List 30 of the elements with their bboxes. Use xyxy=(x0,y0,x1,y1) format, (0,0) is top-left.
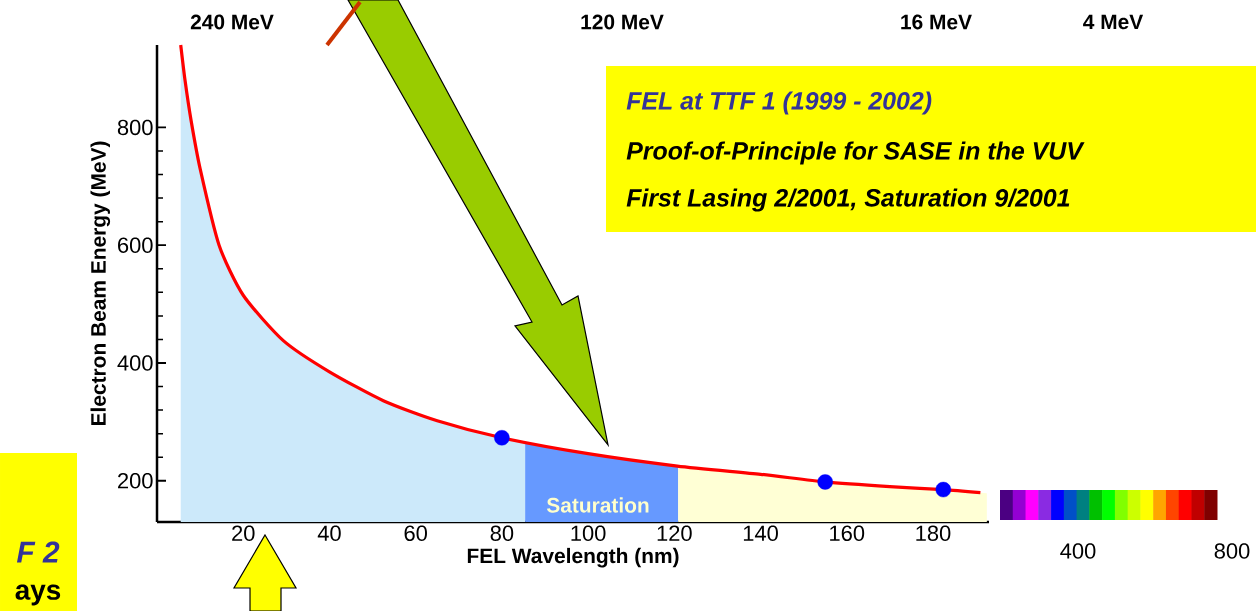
text: 400 xyxy=(1060,543,1096,559)
y-tick-label: 800 xyxy=(117,119,153,136)
x-tick-label: 100 xyxy=(571,525,606,542)
x-tick-label: 20 xyxy=(232,525,255,542)
annotation: Saturation xyxy=(546,497,649,513)
annotation: Proof-of-Principle for SASE in the VUV xyxy=(626,141,1085,165)
x-tick-label: 40 xyxy=(317,525,341,542)
point xyxy=(817,474,833,490)
x-tick-label: 120 xyxy=(657,525,692,542)
text: 240 MeV xyxy=(190,14,274,30)
y-tick-label: 400 xyxy=(117,355,153,371)
y-axis-title: Electron Beam Energy (MeV) xyxy=(90,141,111,426)
x-tick-label: 60 xyxy=(404,525,427,542)
annotation: First Lasing 2/2001, Saturation 9/2001 xyxy=(626,188,1070,212)
x-tick-label: 80 xyxy=(490,525,514,542)
y-tick-label: 600 xyxy=(118,237,153,253)
text: 16 MeV xyxy=(901,14,972,30)
x-axis-title: FEL Wavelength (nm) xyxy=(467,547,679,568)
text: 4 MeV xyxy=(1083,14,1144,30)
x-tick-label: 140 xyxy=(743,525,778,542)
text: F 2 xyxy=(16,541,60,563)
y-tick-label: 200 xyxy=(118,473,153,489)
x-tick-label: 180 xyxy=(916,525,951,542)
point xyxy=(494,430,510,446)
text: ays xyxy=(15,584,61,606)
point xyxy=(935,481,952,498)
text: 800 xyxy=(1214,543,1250,559)
x-tick-label: 160 xyxy=(830,525,865,542)
annotation: FEL at TTF 1 (1999 - 2002) xyxy=(626,91,932,115)
text: 120 MeV xyxy=(581,14,664,30)
